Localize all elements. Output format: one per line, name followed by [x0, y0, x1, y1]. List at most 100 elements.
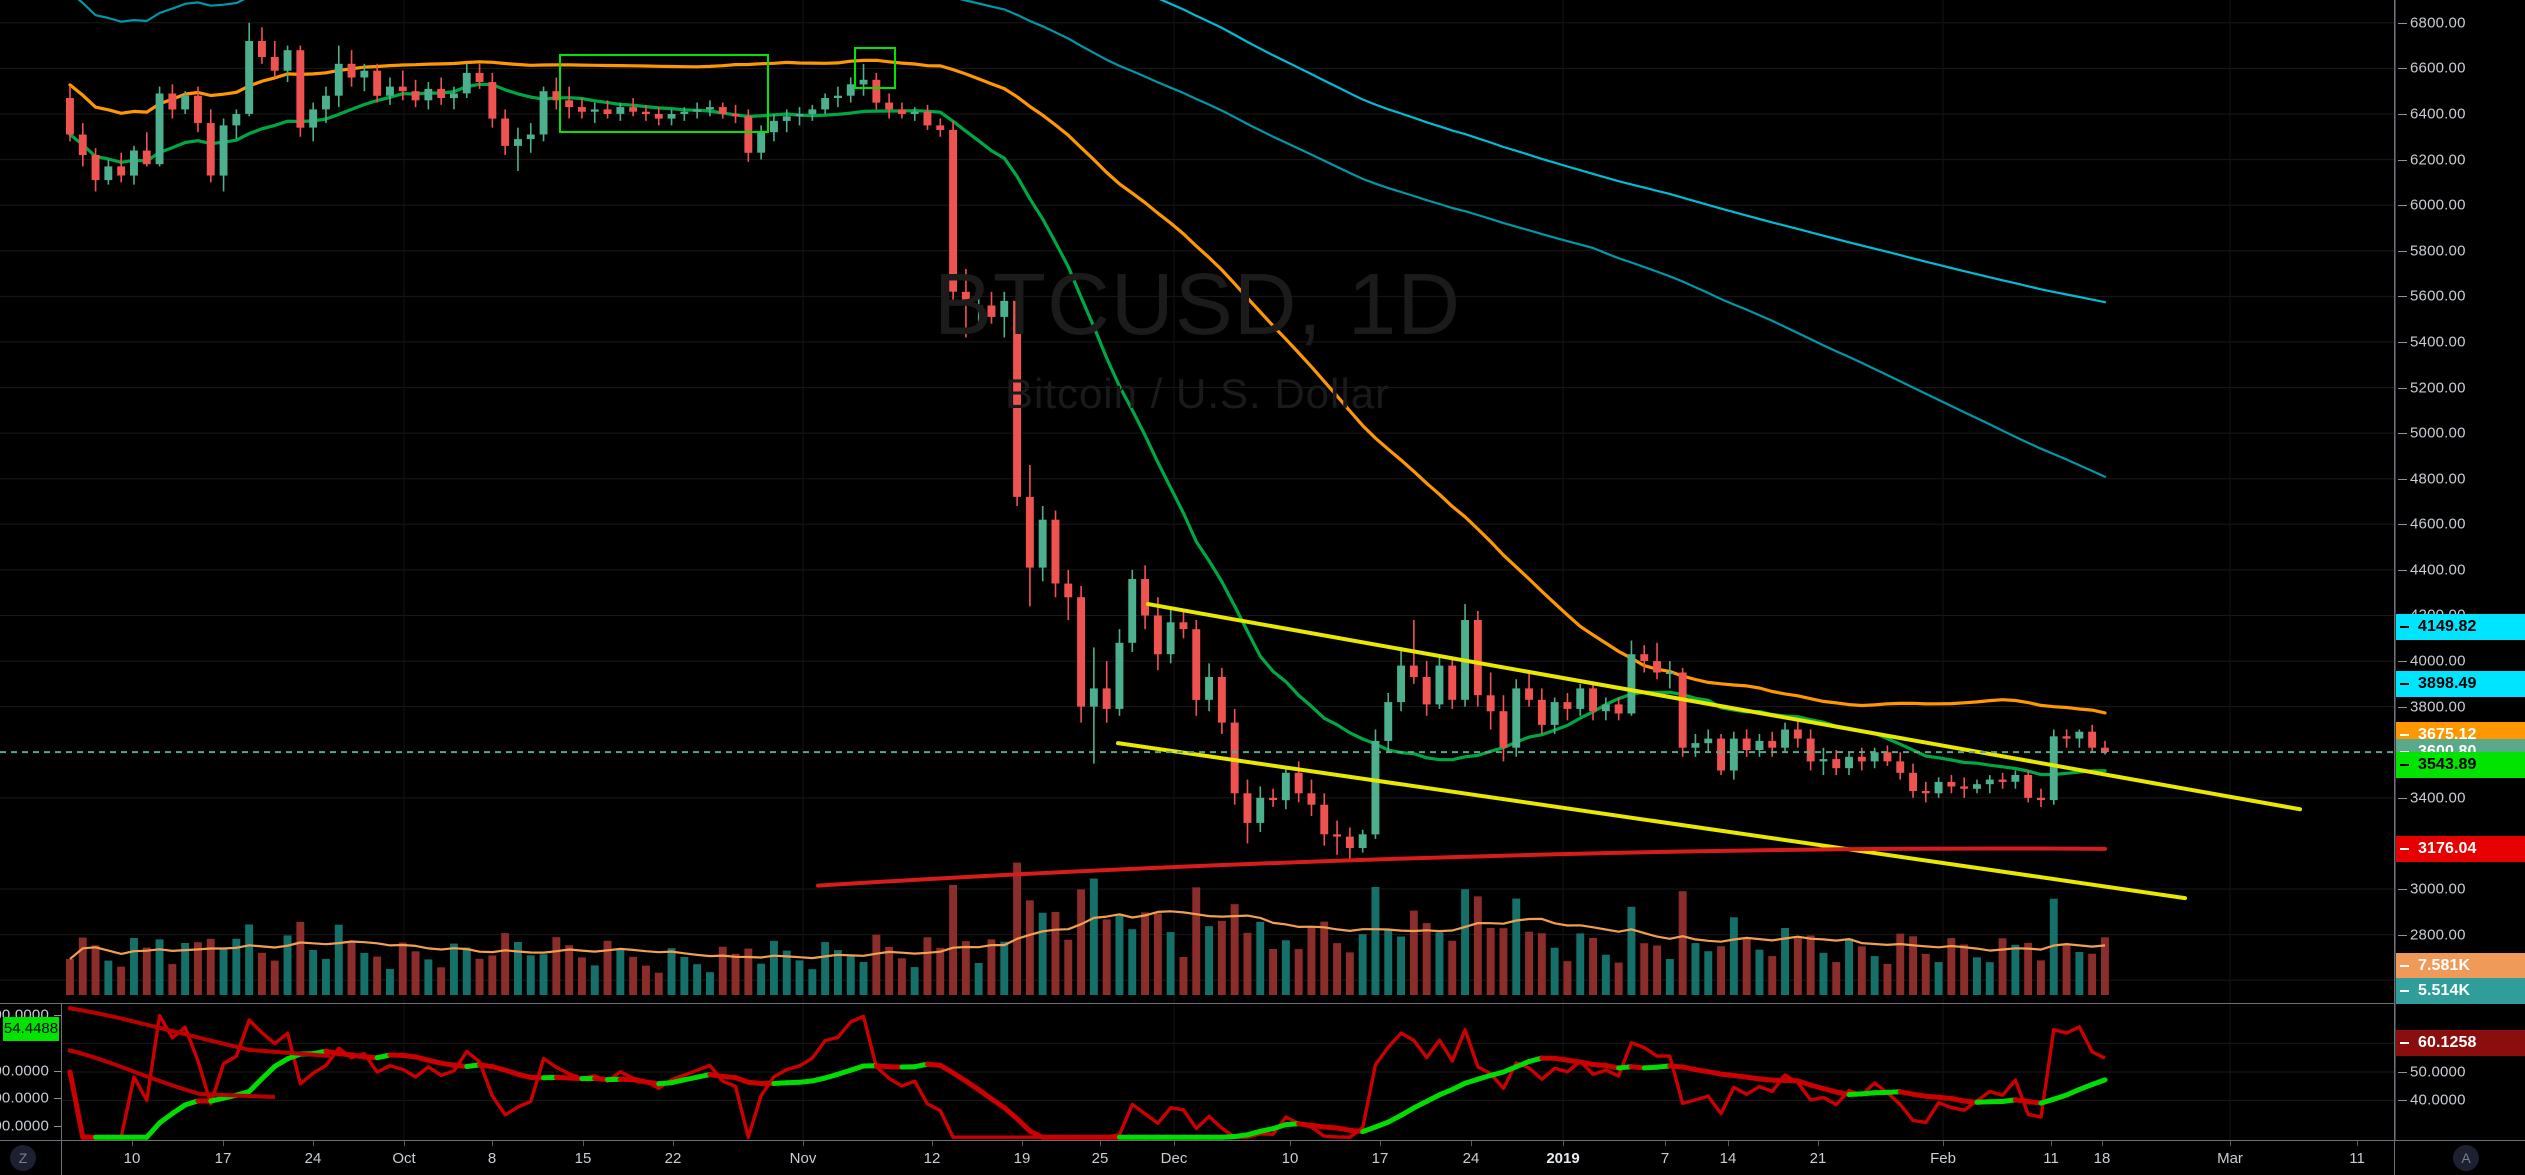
price-badge-1[interactable]: 3898.49: [2396, 671, 2525, 698]
time-label-7: Nov: [789, 1150, 817, 1167]
price-tick-6: 5600.00: [2410, 287, 2466, 305]
time-label-11: Dec: [1160, 1150, 1188, 1167]
badge-tick-icon: [2400, 734, 2409, 737]
badge-tick-icon: [2400, 764, 2409, 767]
axis-tick: [2398, 433, 2407, 435]
time-label-1: 17: [214, 1150, 232, 1167]
time-tick: [1022, 1141, 1023, 1146]
axis-tick: [2398, 661, 2407, 663]
time-tick: [313, 1141, 314, 1146]
time-tick: [1174, 1141, 1175, 1146]
auto-scale-button[interactable]: A: [2453, 1145, 2479, 1171]
price-tick-9: 5000.00: [2410, 424, 2466, 442]
left-tick-3: -1500.0000: [0, 1117, 49, 1135]
axis-tick: [2398, 524, 2407, 526]
time-tick: [132, 1141, 133, 1146]
time-tick: [1563, 1141, 1564, 1146]
axis-tick: [2398, 341, 2407, 343]
time-tick: [803, 1141, 804, 1146]
price-pane[interactable]: [0, 0, 2395, 1003]
left-price-axis[interactable]: 500.0000-500.0000-1000.0000-1500.000054.…: [0, 1004, 62, 1140]
time-label-23: 11: [2349, 1150, 2365, 1167]
axis-tick: [54, 1070, 61, 1072]
price-badge-5[interactable]: 3176.04: [2396, 835, 2525, 862]
time-label-20: 11: [2043, 1150, 2059, 1167]
rsi-tick-0: 50.0000: [2410, 1063, 2466, 1081]
axis-tick: [2398, 934, 2407, 936]
axis-tick: [2398, 387, 2407, 389]
badge-tick-icon: [2400, 847, 2409, 850]
time-tick: [2357, 1141, 2358, 1146]
price-tick-3: 6200.00: [2410, 151, 2466, 169]
axis-tick: [2398, 205, 2407, 207]
price-tick-1: 6600.00: [2410, 59, 2466, 77]
left-tick-2: -1000.0000: [0, 1089, 49, 1107]
axis-tick: [2398, 569, 2407, 571]
volume-badge-0[interactable]: 7.581K: [2396, 953, 2525, 979]
time-tick: [223, 1141, 224, 1146]
time-label-14: 24: [1462, 1150, 1480, 1167]
axis-tick: [2398, 296, 2407, 298]
time-tick: [2102, 1141, 2103, 1146]
time-tick: [1380, 1141, 1381, 1146]
rsi-pane[interactable]: [0, 1004, 2395, 1140]
time-label-22: Mar: [2217, 1150, 2243, 1167]
axis-tick: [54, 1126, 61, 1128]
time-tick: [673, 1141, 674, 1146]
right-price-axis[interactable]: 6800.00 6600.00 6400.00 6200.00 6000.00 5800.…: [2395, 0, 2525, 1175]
time-tick: [492, 1141, 493, 1146]
time-label-3: Oct: [392, 1150, 416, 1167]
price-tick-18: 2800.00: [2410, 926, 2466, 944]
time-tick: [1665, 1141, 1666, 1146]
time-axis[interactable]: 10 17 24 Oct 8 15 22 Nov 12 19 25 Dec 10 17 24 2019 7 14 2…: [0, 1140, 2525, 1175]
time-tick: [2230, 1141, 2231, 1146]
time-label-15: 2019: [1546, 1150, 1580, 1167]
time-label-18: 21: [1809, 1150, 1827, 1167]
time-tick: [2051, 1141, 2052, 1146]
price-tick-8: 5200.00: [2410, 379, 2466, 397]
price-tick-16: 3400.00: [2410, 789, 2466, 807]
pane-separator: [0, 1003, 2395, 1004]
left-axis-divider: [61, 1004, 62, 1175]
axis-tick: [2398, 478, 2407, 480]
time-label-5: 15: [574, 1150, 592, 1167]
axis-tick: [54, 1098, 61, 1100]
time-label-10: 25: [1091, 1150, 1109, 1167]
axis-tick: [2398, 113, 2407, 115]
badge-tick-icon: [2400, 1042, 2409, 1045]
axis-tick: [2398, 68, 2407, 70]
time-label-9: 19: [1013, 1150, 1031, 1167]
time-tick: [1728, 1141, 1729, 1146]
axis-tick: [2398, 1072, 2407, 1073]
time-label-6: 22: [664, 1150, 682, 1167]
price-badge-4[interactable]: 3543.89: [2396, 752, 2525, 779]
time-tick: [932, 1141, 933, 1146]
price-tick-17: 3000.00: [2410, 880, 2466, 898]
price-tick-11: 4600.00: [2410, 515, 2466, 533]
price-tick-5: 5800.00: [2410, 242, 2466, 260]
rsi-badge-0[interactable]: 60.1258: [2396, 1030, 2525, 1057]
price-tick-4: 6000.00: [2410, 196, 2466, 214]
price-badge-0[interactable]: 4149.82: [2396, 613, 2525, 640]
axis-tick: [2398, 889, 2407, 891]
badge-tick-icon: [2400, 625, 2409, 628]
time-tick: [1290, 1141, 1291, 1146]
axis-divider: [2394, 0, 2395, 1175]
volume-badge-1[interactable]: 5.514K: [2396, 978, 2525, 1004]
rsi-chart-svg: [0, 1004, 2395, 1140]
axis-tick: [54, 1015, 61, 1017]
price-tick-7: 5400.00: [2410, 333, 2466, 351]
time-tick: [1943, 1141, 1944, 1146]
price-tick-14: 4000.00: [2410, 652, 2466, 670]
timezone-button[interactable]: Z: [10, 1145, 36, 1171]
badge-tick-icon: [2400, 965, 2409, 967]
time-label-13: 17: [1371, 1150, 1389, 1167]
time-tick: [1100, 1141, 1101, 1146]
macd-value-badge[interactable]: 54.4488: [3, 1016, 59, 1041]
price-chart-svg: [0, 0, 2395, 1003]
axis-tick: [2398, 250, 2407, 252]
time-label-8: 12: [923, 1150, 941, 1167]
axis-tick: [2398, 159, 2407, 161]
time-label-2: 24: [304, 1150, 322, 1167]
